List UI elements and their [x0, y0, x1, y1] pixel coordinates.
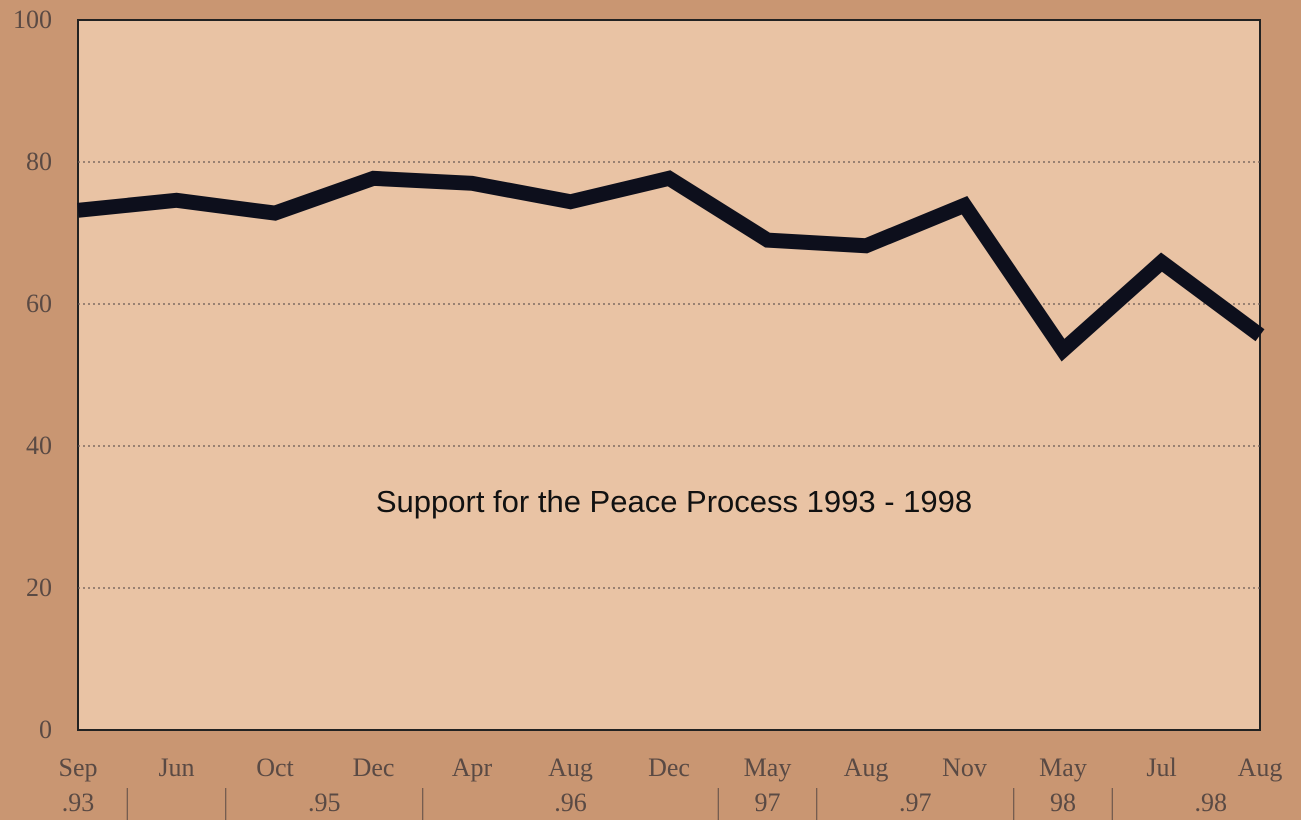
chart-title: Support for the Peace Process 1993 - 199… — [376, 484, 972, 519]
year-label: .96 — [554, 788, 587, 817]
plot-area — [77, 19, 1261, 731]
year-label: .95 — [308, 788, 341, 817]
x-tick-label: Dec — [353, 753, 395, 782]
x-tick-label: May — [1039, 753, 1087, 782]
y-tick-label: 40 — [26, 431, 52, 460]
year-label: .97 — [899, 788, 932, 817]
y-tick-label: 100 — [13, 5, 52, 34]
x-tick-label: Dec — [648, 753, 690, 782]
x-tick-label: Jul — [1146, 753, 1176, 782]
year-label: 98 — [1050, 788, 1076, 817]
x-tick-label: Aug — [844, 753, 889, 782]
x-tick-label: Oct — [256, 753, 294, 782]
x-tick-label: Jun — [158, 753, 194, 782]
x-tick-label: May — [744, 753, 792, 782]
year-label: 97 — [755, 788, 781, 817]
x-tick-label: Apr — [452, 753, 493, 782]
year-label: .93 — [62, 788, 95, 817]
x-tick-label: Aug — [1238, 753, 1283, 782]
x-tick-label: Aug — [548, 753, 593, 782]
x-tick-label: Sep — [59, 753, 98, 782]
y-tick-label: 80 — [26, 147, 52, 176]
y-tick-label: 0 — [39, 715, 52, 744]
year-label: .98 — [1195, 788, 1228, 817]
data-line — [77, 170, 1265, 362]
y-tick-label: 20 — [26, 573, 52, 602]
y-tick-label: 60 — [26, 289, 52, 318]
x-tick-label: Nov — [942, 753, 987, 782]
